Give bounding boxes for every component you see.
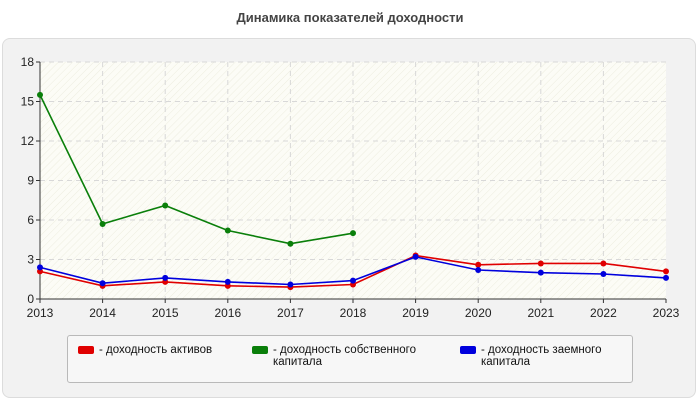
legend-item-assets[interactable]: - доходность активов — [78, 344, 249, 356]
data-point[interactable] — [663, 268, 669, 275]
legend: - доходность активов - доходность собств… — [67, 335, 633, 383]
y-tick-label: 18 — [21, 55, 35, 69]
y-tick-label: 0 — [27, 292, 34, 306]
x-tick-label: 2014 — [89, 306, 116, 320]
data-point[interactable] — [37, 264, 43, 271]
data-point[interactable] — [224, 278, 231, 285]
data-point[interactable] — [537, 260, 544, 267]
series-2 — [37, 253, 669, 288]
data-point[interactable] — [600, 260, 607, 267]
data-point[interactable] — [537, 269, 544, 276]
legend-swatch-debt — [460, 346, 476, 354]
data-point[interactable] — [162, 202, 169, 209]
series-line — [39, 94, 354, 245]
x-tick-label: 2015 — [152, 306, 179, 320]
y-tick-label: 9 — [27, 174, 34, 188]
data-point[interactable] — [99, 280, 106, 287]
data-point[interactable] — [37, 91, 43, 98]
data-point[interactable] — [663, 274, 669, 281]
y-axis-ticks: 0 3 6 9 12 15 18 — [21, 55, 40, 306]
y-tick-label: 12 — [21, 134, 35, 148]
chart-title: Динамика показателей доходности — [236, 10, 464, 25]
x-tick-label: 2023 — [653, 306, 680, 320]
data-point[interactable] — [350, 277, 356, 284]
grid-lines — [40, 61, 666, 299]
legend-label-equity: - доходность собственного капитала — [273, 344, 416, 368]
y-tick-label: 6 — [27, 213, 34, 227]
series-1 — [37, 91, 356, 247]
x-tick-label: 2018 — [340, 306, 367, 320]
data-point[interactable] — [224, 227, 231, 234]
legend-swatch-assets — [78, 346, 94, 354]
x-tick-label: 2013 — [27, 306, 54, 320]
x-tick-label: 2022 — [590, 306, 617, 320]
x-tick-label: 2020 — [465, 306, 492, 320]
y-tick-label: 15 — [21, 95, 35, 109]
x-tick-label: 2019 — [402, 306, 429, 320]
data-point[interactable] — [412, 253, 419, 260]
legend-swatch-equity — [252, 346, 268, 354]
legend-label-debt: - доходность заемного капитала — [481, 344, 602, 368]
series-lines — [37, 91, 669, 291]
x-axis-ticks: 2013 2014 2015 2016 2017 2018 2019 2020 2021 2022… — [27, 299, 680, 320]
data-point[interactable] — [287, 281, 294, 288]
x-tick-label: 2017 — [277, 306, 304, 320]
legend-item-debt[interactable]: - доходность заемного капитала — [460, 344, 631, 368]
x-tick-label: 2021 — [527, 306, 554, 320]
x-tick-label: 2016 — [214, 306, 241, 320]
legend-item-equity[interactable]: - доходность собственного капитала — [252, 344, 438, 368]
legend-label-assets: - доходность активов — [99, 344, 213, 356]
data-point[interactable] — [600, 270, 607, 277]
y-tick-label: 3 — [27, 253, 34, 267]
data-point[interactable] — [162, 274, 169, 281]
data-point[interactable] — [99, 220, 106, 227]
data-point[interactable] — [287, 240, 294, 247]
data-point[interactable] — [475, 267, 482, 274]
data-point[interactable] — [350, 230, 356, 237]
data-point[interactable] — [475, 261, 482, 268]
